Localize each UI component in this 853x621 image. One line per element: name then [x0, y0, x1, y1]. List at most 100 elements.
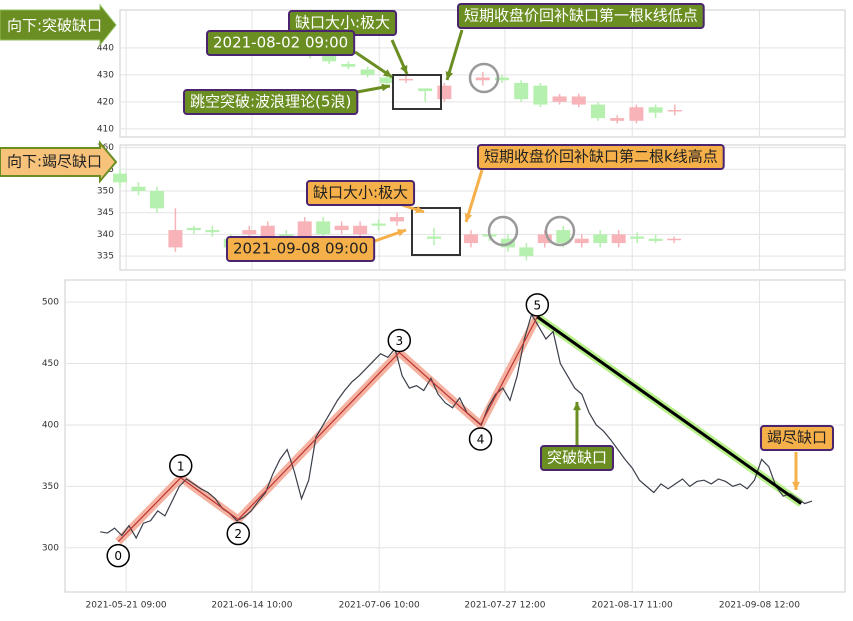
candle-body — [495, 77, 509, 81]
wave-point — [168, 454, 193, 478]
wave-point — [387, 328, 412, 353]
candle-body — [591, 104, 605, 119]
candle-body — [519, 247, 534, 257]
annotation: 短期收盘价回补缺口第二根k线高点 — [484, 148, 718, 166]
candle-body — [334, 225, 349, 231]
x-tick-label: 2021-08-17 11:00 — [592, 601, 673, 611]
y-tick-label: 350 — [97, 187, 114, 197]
annotation-box — [540, 445, 615, 471]
candle-body — [667, 109, 682, 112]
candle-body — [463, 234, 478, 244]
trend-line — [536, 315, 803, 505]
arrow-head — [400, 65, 408, 74]
annotation: 2021-08-02 09:00 — [213, 34, 348, 52]
y-tick-label: 430 — [97, 70, 114, 80]
candle-body — [371, 223, 386, 226]
candle-body — [571, 96, 586, 105]
candle-body — [205, 230, 220, 233]
annotation: 突破缺口 — [547, 449, 607, 467]
gap-box — [392, 74, 442, 110]
candle-body — [475, 77, 490, 81]
candle-body — [629, 107, 644, 121]
candle-body — [537, 234, 552, 244]
candle-body — [630, 236, 645, 239]
tag-label: 向下:竭尽缺口 — [7, 153, 102, 171]
candle-body — [648, 107, 663, 113]
candle-body — [353, 225, 368, 235]
candle-body — [297, 221, 312, 239]
annotation-box — [226, 236, 376, 262]
candle-body — [399, 78, 413, 81]
candle-body — [279, 234, 294, 237]
arrow-shaft — [445, 29, 464, 81]
wave-label: 0 — [114, 549, 122, 563]
arrow-head — [445, 71, 454, 80]
annotation-box — [760, 425, 835, 451]
candle-body — [574, 238, 589, 244]
candle-body — [322, 53, 337, 62]
wave-point — [106, 543, 130, 568]
annotation: 缺口大小:极大 — [313, 184, 408, 202]
candle-body — [610, 118, 625, 121]
annotation: 短期收盘价回补缺口第一根k线低点 — [464, 7, 698, 25]
annotation-box — [457, 3, 705, 29]
candle-body — [131, 186, 146, 192]
candle-body — [418, 88, 433, 92]
y-tick-label: 345 — [97, 208, 114, 218]
arrow-head — [415, 205, 424, 214]
x-tick-label: 2021-05-21 09:00 — [86, 601, 167, 611]
annotation-box — [206, 30, 356, 56]
candle-body — [514, 82, 529, 100]
x-tick-label: 2021-09-08 12:00 — [719, 601, 800, 611]
wave-label: 3 — [395, 334, 403, 348]
candle-body — [667, 238, 682, 241]
arrow-head — [381, 83, 390, 92]
annotation-box — [183, 89, 359, 115]
x-tick-label: 2021-07-06 10:00 — [339, 601, 420, 611]
tag-label: 向下:突破缺口 — [7, 17, 102, 35]
wave-point — [468, 427, 493, 451]
candle-body — [533, 85, 548, 105]
annotation: 2021-09-08 09:00 — [233, 240, 368, 258]
tag-shape — [0, 140, 118, 184]
arrow-head — [573, 402, 581, 411]
wave-line — [117, 316, 538, 543]
marker-circle — [544, 215, 576, 247]
wave-label: 5 — [533, 298, 541, 312]
candle-body — [611, 234, 626, 244]
candle-body — [260, 225, 275, 239]
arrow-head — [397, 229, 406, 237]
candle-body — [426, 236, 441, 239]
wave-point — [226, 521, 251, 546]
arrow-head — [464, 213, 473, 222]
annotation: 缺口大小:极大 — [295, 14, 390, 32]
candle-body — [242, 230, 257, 235]
candle-body — [593, 234, 608, 244]
annotation: 跳空突破:波浪理论(5浪) — [190, 93, 351, 111]
candle-body — [360, 69, 375, 75]
y-tick-label: 300 — [42, 543, 59, 553]
candle-body — [379, 77, 394, 83]
y-tick-label: 410 — [97, 124, 114, 134]
candle-body — [341, 64, 356, 67]
candle-body — [113, 173, 127, 183]
arrow-shaft — [464, 169, 484, 223]
marker-circle — [487, 215, 519, 247]
annotation-box — [306, 180, 416, 206]
y-tick-label: 335 — [97, 252, 114, 262]
y-tick-label: 450 — [42, 359, 59, 369]
x-tick-label: 2021-07-27 12:00 — [464, 601, 545, 611]
annotation-box — [477, 144, 725, 170]
candle-body — [552, 96, 567, 102]
wave-point — [525, 293, 550, 317]
candle-body — [556, 230, 571, 244]
candle-body — [316, 221, 331, 235]
candle-body — [390, 217, 405, 222]
annotation: 竭尽缺口 — [767, 429, 827, 447]
wave-label: 2 — [234, 527, 242, 541]
y-tick-label: 350 — [42, 482, 59, 492]
y-tick-label: 420 — [97, 97, 114, 107]
candle-body — [437, 85, 452, 100]
candle-body — [648, 238, 663, 241]
